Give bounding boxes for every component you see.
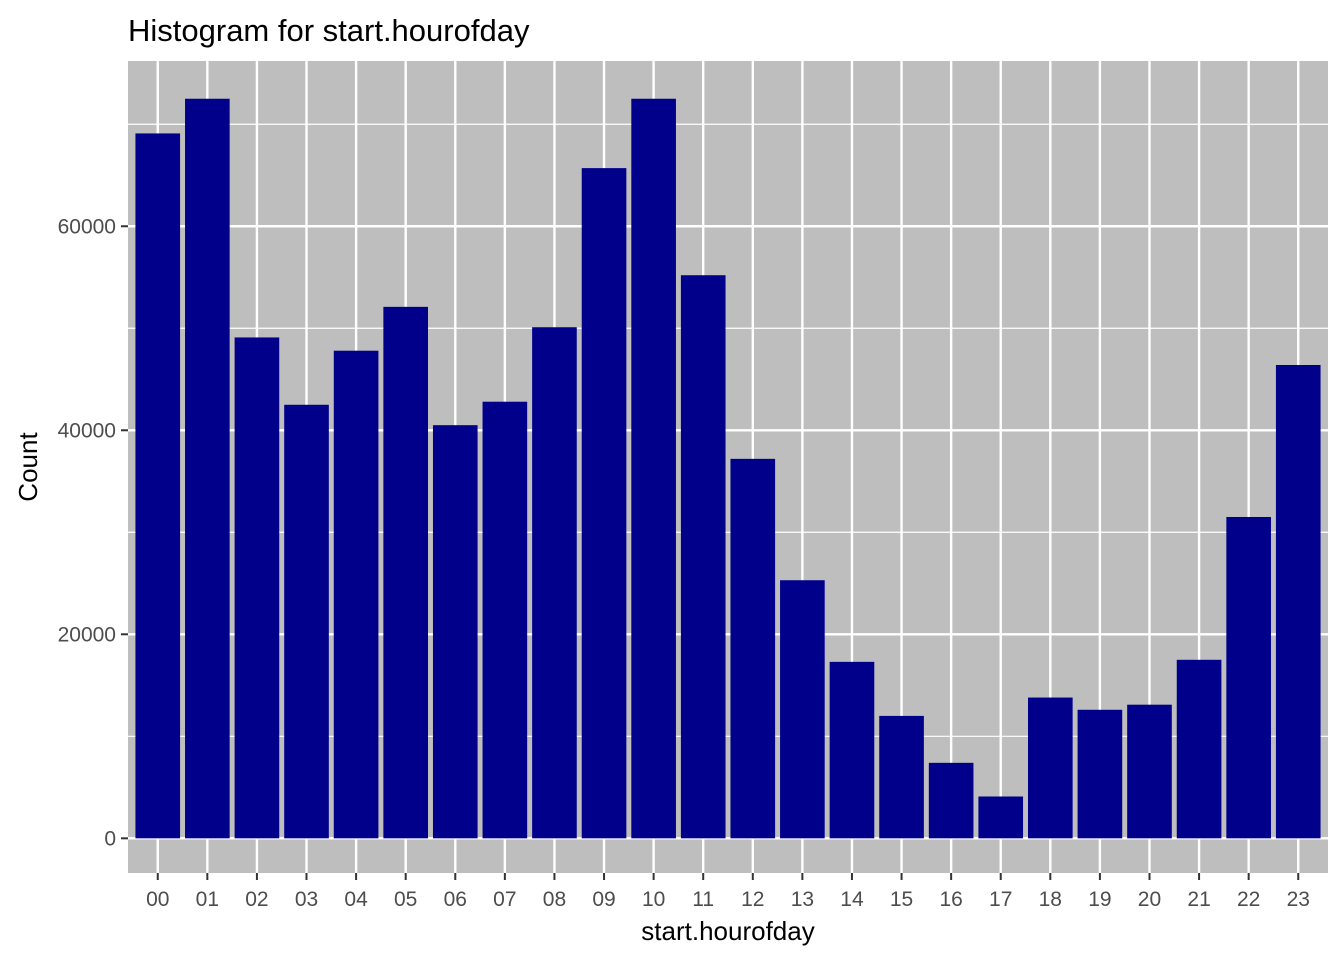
x-tick-label: 18 <box>1039 888 1062 911</box>
bar-18 <box>1028 697 1073 839</box>
x-axis-title: start.hourofday <box>641 916 814 946</box>
bar-16 <box>928 762 974 839</box>
bar-08 <box>532 327 577 839</box>
y-tick-label: 20000 <box>58 623 116 646</box>
bar-17 <box>978 796 1024 839</box>
x-tick-label: 17 <box>989 888 1012 911</box>
x-tick-label: 04 <box>344 888 368 911</box>
y-axis-title: Count <box>13 432 43 502</box>
bar-11 <box>680 275 726 839</box>
bar-12 <box>730 458 776 839</box>
bar-02 <box>234 337 280 839</box>
x-tick-label: 13 <box>791 888 814 911</box>
x-tick-label: 01 <box>196 888 219 911</box>
bar-15 <box>879 715 924 839</box>
bar-20 <box>1127 704 1172 839</box>
x-axis-ticks: 00 01 02 03 04 05 06 07 08 09 10 11 12 13 14 15 16 17 18 19… <box>146 873 1310 911</box>
bars <box>135 98 1321 839</box>
bar-07 <box>482 401 528 839</box>
bar-00 <box>135 133 181 839</box>
x-tick-label: 07 <box>493 888 516 911</box>
bar-01 <box>185 98 230 839</box>
bar-09 <box>581 168 627 839</box>
bar-13 <box>780 580 825 839</box>
x-tick-label: 19 <box>1088 888 1111 911</box>
x-tick-label: 22 <box>1237 888 1260 911</box>
bar-05 <box>383 306 428 839</box>
chart-title: Histogram for start.hourofday <box>128 13 530 48</box>
x-tick-label: 02 <box>245 888 268 911</box>
bar-22 <box>1226 516 1271 839</box>
x-tick-label: 05 <box>394 888 417 911</box>
x-tick-label: 08 <box>543 888 566 911</box>
bar-19 <box>1077 709 1123 839</box>
x-tick-label: 03 <box>295 888 318 911</box>
bar-21 <box>1176 659 1222 839</box>
bar-06 <box>432 425 478 839</box>
y-tick-label: 60000 <box>58 215 116 238</box>
y-tick-label: 0 <box>104 827 116 850</box>
bar-03 <box>284 404 329 839</box>
x-tick-label: 20 <box>1138 888 1161 911</box>
x-tick-label: 16 <box>939 888 962 911</box>
bar-14 <box>829 661 875 839</box>
x-tick-label: 00 <box>146 888 169 911</box>
x-tick-label: 15 <box>890 888 913 911</box>
x-tick-label: 21 <box>1187 888 1210 911</box>
x-tick-label: 14 <box>840 888 864 911</box>
y-tick-label: 40000 <box>58 419 116 442</box>
bar-23 <box>1275 364 1321 839</box>
x-tick-label: 06 <box>444 888 467 911</box>
bar-10 <box>631 98 676 839</box>
x-tick-label: 12 <box>741 888 764 911</box>
x-tick-label: 11 <box>692 888 714 911</box>
x-tick-label: 23 <box>1287 888 1310 911</box>
x-tick-label: 09 <box>592 888 615 911</box>
bar-04 <box>333 350 379 839</box>
x-tick-label: 10 <box>642 888 665 911</box>
y-axis-ticks: 0 20000 40000 60000 <box>58 215 128 850</box>
